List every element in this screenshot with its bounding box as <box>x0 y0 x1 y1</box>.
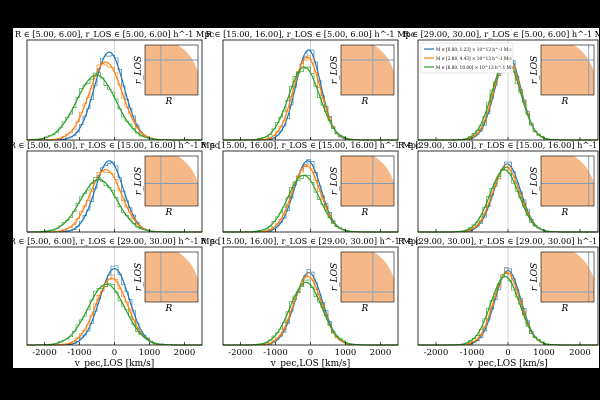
inset-frame <box>540 44 595 96</box>
x-axis-label: v_pec,LOS [km/s] <box>74 359 155 369</box>
x-axis-label: v_pec,LOS [km/s] <box>467 359 548 369</box>
inset-frame <box>540 251 595 303</box>
inset-xlabel: R <box>560 208 568 218</box>
x-tick-label: 2000 <box>174 348 196 358</box>
panel-title: R ∈ [5.00, 6.00], r_LOS ∈ [29.00, 30.00]… <box>10 236 220 246</box>
panel-2: R ∈ [15.00, 16.00], r_LOS ∈ [5.00, 6.00]… <box>206 29 416 141</box>
panel-8: R ∈ [15.00, 16.00], r_LOS ∈ [29.00, 30.0… <box>200 236 421 369</box>
panel-title: R ∈ [15.00, 16.00], r_LOS ∈ [15.00, 16.0… <box>200 140 421 150</box>
panel-1: R ∈ [5.00, 6.00], r_LOS ∈ [5.00, 6.00] h… <box>15 29 215 141</box>
inset-frame <box>340 251 395 303</box>
legend-box <box>420 42 514 74</box>
x-tick-label: -1000 <box>460 348 485 358</box>
inset-xlabel: R <box>164 304 172 314</box>
inset-ylabel: r_LOS <box>530 167 540 195</box>
x-tick-label: 2000 <box>370 348 392 358</box>
inset: Rr_LOS <box>330 44 395 107</box>
inset-region <box>541 156 594 206</box>
inset-frame <box>144 155 199 207</box>
inset-region <box>341 45 394 95</box>
inset-ylabel: r_LOS <box>134 263 144 291</box>
inset-ylabel: r_LOS <box>530 263 540 291</box>
inset-ylabel: r_LOS <box>134 167 144 195</box>
inset: Rr_LOS <box>530 251 595 314</box>
inset: Rr_LOS <box>530 155 595 218</box>
inset-region <box>541 252 594 302</box>
x-tick-label: -1000 <box>67 348 92 358</box>
inset-ylabel: r_LOS <box>134 56 144 84</box>
inset-frame <box>144 44 199 96</box>
inset-xlabel: R <box>560 97 568 107</box>
panel-6: R ∈ [29.00, 30.00], r_LOS ∈ [15.00, 16.0… <box>398 140 600 233</box>
x-axis-label: v_pec,LOS [km/s] <box>270 359 351 369</box>
x-tick-label: 1000 <box>139 348 161 358</box>
inset-frame <box>340 44 395 96</box>
inset: Rr_LOS <box>134 44 199 107</box>
panels-group: R ∈ [5.00, 6.00], r_LOS ∈ [5.00, 6.00] h… <box>10 29 600 369</box>
inset-region <box>541 45 594 95</box>
x-tick-label: -2000 <box>228 348 253 358</box>
panel-5: R ∈ [15.00, 16.00], r_LOS ∈ [15.00, 16.0… <box>200 140 421 233</box>
inset-xlabel: R <box>164 208 172 218</box>
x-tick-label: -2000 <box>32 348 57 358</box>
panel-4: R ∈ [5.00, 6.00], r_LOS ∈ [15.00, 16.00]… <box>10 140 220 233</box>
x-tick-label: 0 <box>505 348 510 358</box>
inset: Rr_LOS <box>134 155 199 218</box>
panel-3: R ∈ [29.00, 30.00], r_LOS ∈ [5.00, 6.00]… <box>403 29 600 141</box>
panel-title: R ∈ [15.00, 16.00], r_LOS ∈ [5.00, 6.00]… <box>206 29 416 39</box>
inset-region <box>145 252 198 302</box>
inset-region <box>145 45 198 95</box>
panel-title: R ∈ [29.00, 30.00], r_LOS ∈ [15.00, 16.0… <box>398 140 600 150</box>
inset: Rr_LOS <box>530 44 595 107</box>
inset-ylabel: r_LOS <box>330 167 340 195</box>
inset-frame <box>340 155 395 207</box>
inset: Rr_LOS <box>330 251 395 314</box>
figure-ylabel: P(v_pec,LOS | R, r_LOS, M) <box>0 123 14 276</box>
panel-7: R ∈ [5.00, 6.00], r_LOS ∈ [29.00, 30.00]… <box>10 236 220 369</box>
x-tick-label: 0 <box>308 348 313 358</box>
panel-title: R ∈ [29.00, 30.00], r_LOS ∈ [5.00, 6.00]… <box>403 29 600 39</box>
inset-ylabel: r_LOS <box>530 56 540 84</box>
inset-xlabel: R <box>560 304 568 314</box>
panel-title: R ∈ [5.00, 6.00], r_LOS ∈ [5.00, 6.00] h… <box>15 29 215 39</box>
panel-title: R ∈ [5.00, 6.00], r_LOS ∈ [15.00, 16.00]… <box>10 140 220 150</box>
x-tick-label: 0 <box>112 348 117 358</box>
inset-ylabel: r_LOS <box>330 56 340 84</box>
inset-xlabel: R <box>360 97 368 107</box>
inset-region <box>341 252 394 302</box>
inset-ylabel: r_LOS <box>330 263 340 291</box>
legend-label-2: M ∈ [2.88, 4.43] × 10^13 h^-1 M☉ <box>436 56 512 61</box>
x-tick-label: -1000 <box>263 348 288 358</box>
legend-label-3: M ∈ [6.80, 10.00] × 10^13 h^-1 M☉ <box>436 65 515 70</box>
inset-region <box>341 156 394 206</box>
inset-xlabel: R <box>360 304 368 314</box>
figure-background <box>13 28 599 368</box>
x-tick-label: 2000 <box>569 348 591 358</box>
x-tick-label: 1000 <box>335 348 357 358</box>
inset-frame <box>540 155 595 207</box>
inset-region <box>145 156 198 206</box>
panel-title: R ∈ [29.00, 30.00], r_LOS ∈ [29.00, 30.0… <box>398 236 600 246</box>
inset-xlabel: R <box>164 97 172 107</box>
inset: Rr_LOS <box>134 251 199 314</box>
inset-xlabel: R <box>360 208 368 218</box>
panel-9: R ∈ [29.00, 30.00], r_LOS ∈ [29.00, 30.0… <box>398 236 600 369</box>
inset: Rr_LOS <box>330 155 395 218</box>
legend: M ∈ [0.80, 1.23] × 10^13 h^-1 M☉ M ∈ [2.8… <box>420 42 515 74</box>
panel-title: R ∈ [15.00, 16.00], r_LOS ∈ [29.00, 30.0… <box>200 236 421 246</box>
inset-frame <box>144 251 199 303</box>
legend-label-1: M ∈ [0.80, 1.23] × 10^13 h^-1 M☉ <box>436 47 512 52</box>
x-tick-label: 1000 <box>533 348 555 358</box>
x-tick-label: -2000 <box>424 348 449 358</box>
